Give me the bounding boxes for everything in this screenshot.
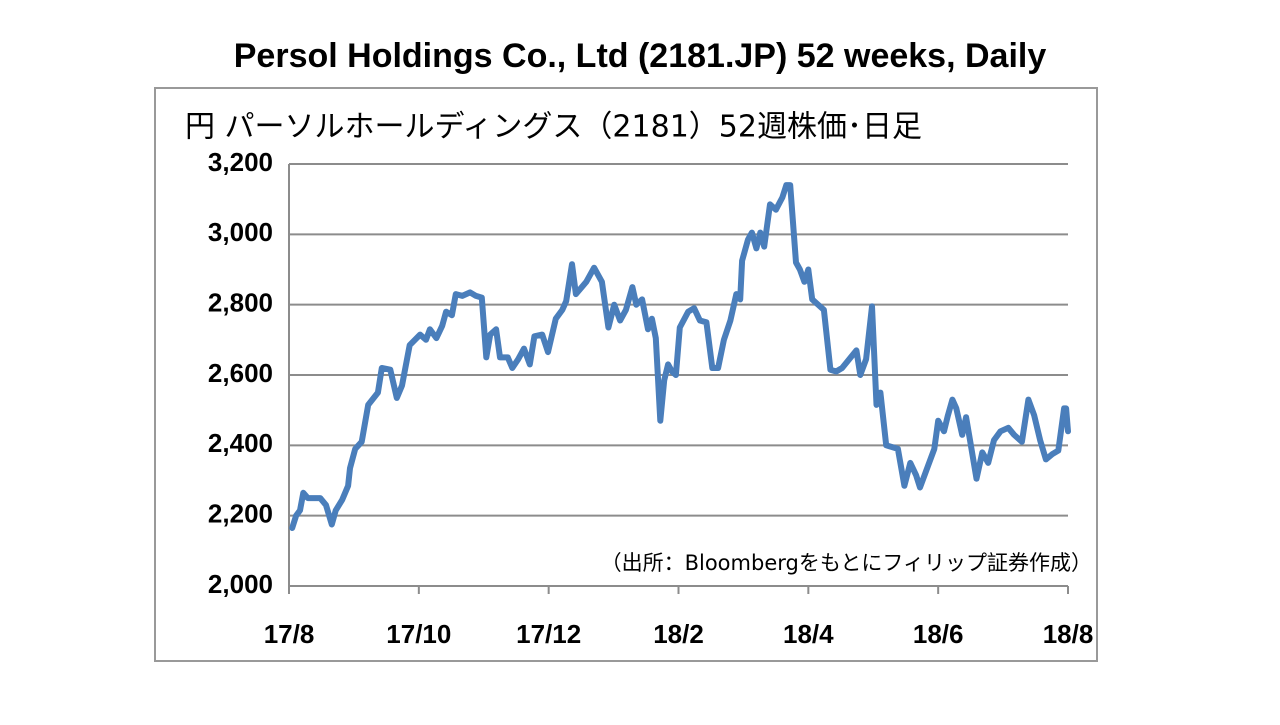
x-tick-label: 18/8 <box>1043 619 1094 649</box>
chart-title: Persol Holdings Co., Ltd (2181.JP) 52 we… <box>234 37 1047 75</box>
y-tick-label: 2,600 <box>208 358 273 388</box>
y-tick-label: 3,000 <box>208 217 273 247</box>
x-tick-label: 18/4 <box>783 619 834 649</box>
y-tick-label: 2,800 <box>208 288 273 318</box>
x-tick-label: 17/8 <box>264 619 315 649</box>
y-tick-label: 2,000 <box>208 569 273 599</box>
chart-subtitle: 円 パーソルホールディングス（2181）52週株価･日足 <box>185 110 922 145</box>
y-tick-label: 2,200 <box>208 499 273 529</box>
y-tick-label: 2,400 <box>208 428 273 458</box>
x-tick-label: 18/6 <box>913 619 964 649</box>
y-tick-label: 3,200 <box>208 147 273 177</box>
x-tick-label: 17/10 <box>386 619 451 649</box>
x-tick-label: 17/12 <box>516 619 581 649</box>
x-tick-label: 18/2 <box>653 619 704 649</box>
price-line <box>289 182 1071 531</box>
source-note: （出所：Bloombergをもとにフィリップ証券作成） <box>601 551 1092 575</box>
